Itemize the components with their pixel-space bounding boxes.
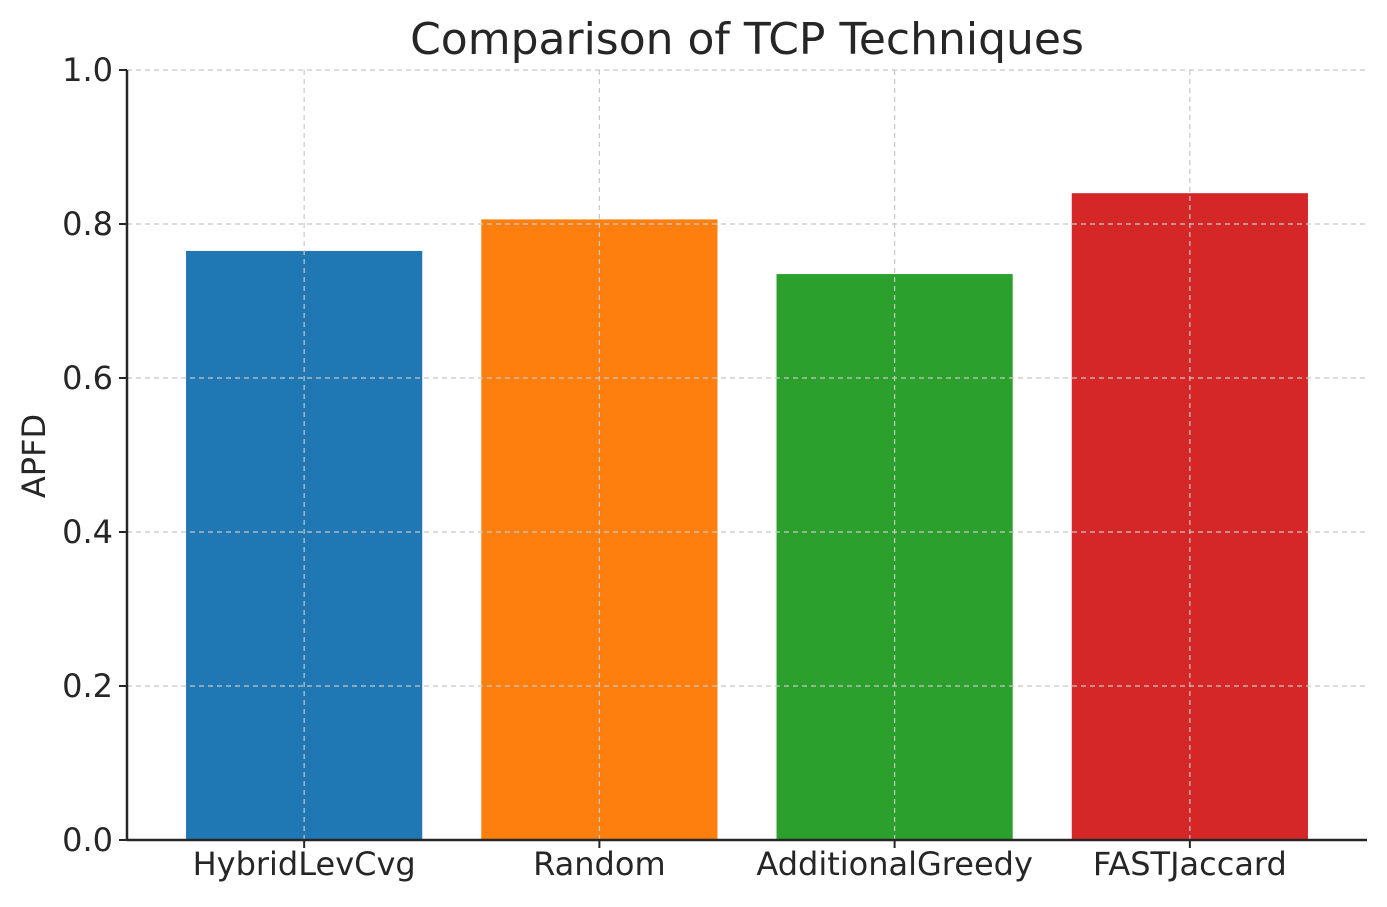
labels-layer: 0.0 0.2 0.4 0.6 0.8 1.0 HybridLevCvg Random Addi… <box>62 51 1287 883</box>
axes-layer <box>119 69 1367 848</box>
bar-fastjaccard <box>1071 193 1308 840</box>
y-tick-label: 0.2 <box>62 667 113 705</box>
x-tick-label: HybridLevCvg <box>193 845 416 883</box>
x-tick-label: FASTJaccard <box>1093 845 1287 883</box>
y-tick-label: 0.8 <box>62 205 113 243</box>
y-tick-label: 0.0 <box>62 821 113 859</box>
y-tick-label: 1.0 <box>62 51 113 89</box>
grid-layer <box>127 69 1367 840</box>
bars-layer <box>186 193 1308 840</box>
chart-title: Comparison of TCP Techniques <box>410 14 1084 65</box>
y-axis-label: APFD <box>15 414 53 498</box>
x-tick-label: AdditionalGreedy <box>756 845 1033 883</box>
y-tick-label: 0.4 <box>62 513 113 551</box>
y-tick-label: 0.6 <box>62 359 113 397</box>
bar-hybridlevcvg <box>186 250 423 840</box>
x-tick-label: Random <box>533 845 665 883</box>
